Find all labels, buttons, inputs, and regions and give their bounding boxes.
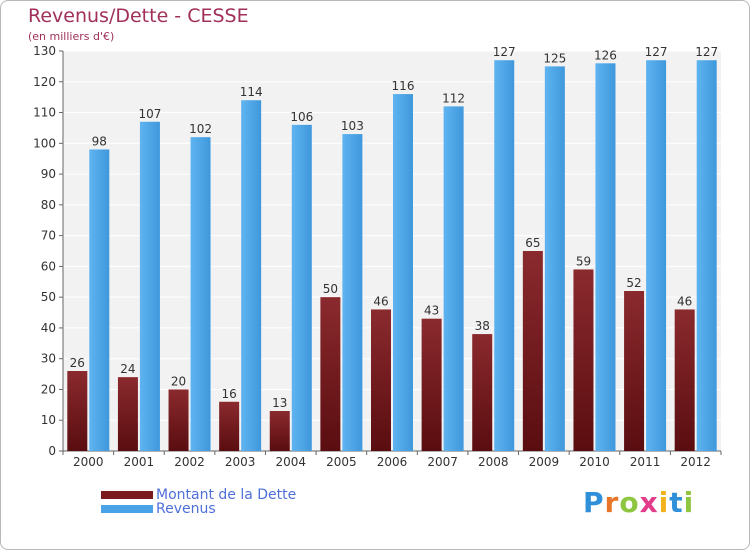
legend-swatch-revenus xyxy=(101,505,153,513)
data-label-revenus: 126 xyxy=(594,48,617,62)
data-label-revenus: 127 xyxy=(645,45,668,59)
bar-dette xyxy=(168,389,189,451)
bar-dette xyxy=(522,251,543,451)
data-label-revenus: 106 xyxy=(290,110,313,124)
data-label-dette: 16 xyxy=(222,387,237,401)
bar-revenus xyxy=(89,149,110,451)
logo-letter: i xyxy=(658,486,670,519)
y-tick-label: 60 xyxy=(41,259,56,273)
bar-dette xyxy=(269,411,290,451)
y-tick-label: 110 xyxy=(33,106,56,120)
x-tick-label: 2002 xyxy=(174,455,205,469)
bar-dette xyxy=(67,371,88,451)
legend-swatch-dette xyxy=(101,491,153,499)
logo-letter: x xyxy=(639,486,659,519)
bar-revenus xyxy=(241,100,262,451)
bar-dette xyxy=(219,401,240,451)
bar-revenus xyxy=(139,121,160,452)
plot-area xyxy=(63,51,721,451)
proxiti-logo: Proxiti xyxy=(583,486,694,519)
data-label-revenus: 125 xyxy=(543,51,566,65)
logo-letter: o xyxy=(619,486,640,519)
bar-dette xyxy=(371,309,391,451)
x-tick-label: 2011 xyxy=(630,455,661,469)
bar-revenus xyxy=(494,60,515,451)
bar-revenus xyxy=(646,60,667,451)
x-tick-label: 2004 xyxy=(275,455,306,469)
x-tick-label: 2006 xyxy=(377,455,408,469)
y-tick-label: 0 xyxy=(48,444,56,458)
y-tick-label: 100 xyxy=(33,136,56,150)
data-label-revenus: 127 xyxy=(493,45,516,59)
logo-letter: i xyxy=(683,486,695,519)
x-tick-label: 2008 xyxy=(478,455,509,469)
data-label-revenus: 98 xyxy=(92,134,107,148)
data-label-revenus: 116 xyxy=(392,79,415,93)
chart-title: Revenus/Dette - CESSE xyxy=(28,5,249,27)
data-label-dette: 50 xyxy=(323,282,338,296)
data-label-dette: 46 xyxy=(373,294,388,308)
logo-letter: P xyxy=(583,486,605,519)
data-label-dette: 46 xyxy=(677,294,692,308)
bar-dette xyxy=(320,297,341,451)
bar-dette xyxy=(421,318,442,451)
data-label-revenus: 112 xyxy=(442,91,465,105)
y-tick-label: 80 xyxy=(41,198,56,212)
bar-revenus xyxy=(291,124,312,451)
y-tick-label: 10 xyxy=(41,413,56,427)
y-tick-label: 70 xyxy=(41,229,56,243)
x-tick-label: 2010 xyxy=(579,455,610,469)
x-tick-label: 2001 xyxy=(124,455,155,469)
y-tick-label: 130 xyxy=(33,44,56,58)
bar-dette xyxy=(674,309,695,451)
bar-dette xyxy=(624,291,645,451)
y-tick-label: 90 xyxy=(41,167,56,181)
x-tick-label: 2003 xyxy=(225,455,256,469)
x-tick-label: 2005 xyxy=(326,455,357,469)
data-label-revenus: 103 xyxy=(341,119,364,133)
bar-revenus xyxy=(443,106,464,451)
data-label-dette: 20 xyxy=(171,374,186,388)
x-tick-label: 2012 xyxy=(680,455,711,469)
x-tick-label: 2009 xyxy=(529,455,560,469)
y-tick-label: 30 xyxy=(41,352,56,366)
y-tick-label: 40 xyxy=(41,321,56,335)
data-label-revenus: 114 xyxy=(240,85,263,99)
logo-letter: r xyxy=(604,486,620,519)
chart-subtitle: (en milliers d'€) xyxy=(28,30,115,43)
x-tick-label: 2007 xyxy=(427,455,458,469)
data-label-revenus: 102 xyxy=(189,122,212,136)
data-label-dette: 52 xyxy=(626,276,641,290)
bar-revenus xyxy=(696,60,717,451)
logo-letter: t xyxy=(669,486,684,519)
bar-revenus xyxy=(342,134,363,452)
x-tick-label: 2000 xyxy=(73,455,104,469)
y-tick-label: 20 xyxy=(41,382,56,396)
data-label-revenus: 107 xyxy=(138,107,161,121)
y-tick-label: 50 xyxy=(41,290,56,304)
bar-dette xyxy=(472,334,493,451)
legend-label-revenus: Revenus xyxy=(156,501,216,517)
data-label-dette: 24 xyxy=(120,362,135,376)
data-label-dette: 38 xyxy=(475,319,490,333)
data-label-dette: 65 xyxy=(525,236,540,250)
bar-revenus xyxy=(190,137,211,451)
data-label-dette: 59 xyxy=(576,254,591,268)
data-label-dette: 43 xyxy=(424,304,439,318)
data-label-dette: 26 xyxy=(70,356,85,370)
bar-revenus xyxy=(595,63,616,452)
bar-dette xyxy=(573,269,594,451)
bar-revenus xyxy=(393,94,413,452)
bar-revenus xyxy=(544,66,565,451)
bar-dette xyxy=(117,377,138,451)
data-label-dette: 13 xyxy=(272,396,287,410)
y-tick-label: 120 xyxy=(33,75,56,89)
data-label-revenus: 127 xyxy=(695,45,718,59)
legend-label-dette: Montant de la Dette xyxy=(156,487,297,503)
